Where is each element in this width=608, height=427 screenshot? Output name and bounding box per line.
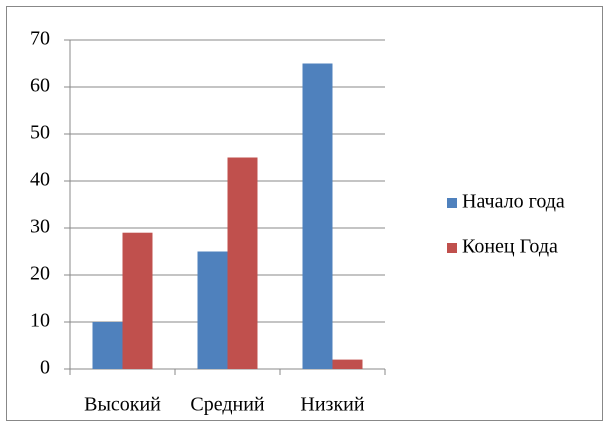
legend-label: Конец Года <box>462 236 558 258</box>
x-tick-label: Высокий <box>84 394 161 416</box>
y-tick-label: 40 <box>30 169 50 191</box>
legend-swatch <box>447 198 457 208</box>
y-tick-label: 0 <box>40 357 50 379</box>
bar <box>197 251 228 369</box>
y-tick-label: 10 <box>30 310 50 332</box>
bar <box>227 157 258 369</box>
legend-swatch <box>447 243 457 253</box>
y-tick-label: 60 <box>30 75 50 97</box>
legend-label: Начало года <box>462 191 565 213</box>
bar <box>122 232 153 369</box>
bar <box>302 63 333 369</box>
y-tick-label: 50 <box>30 122 50 144</box>
y-tick-label: 70 <box>30 28 50 50</box>
bar <box>92 322 123 369</box>
x-tick-label: Средний <box>190 394 265 416</box>
y-tick-label: 20 <box>30 263 50 285</box>
x-tick-label: Низкий <box>300 394 364 416</box>
y-tick-label: 30 <box>30 216 50 238</box>
bar <box>332 359 363 369</box>
